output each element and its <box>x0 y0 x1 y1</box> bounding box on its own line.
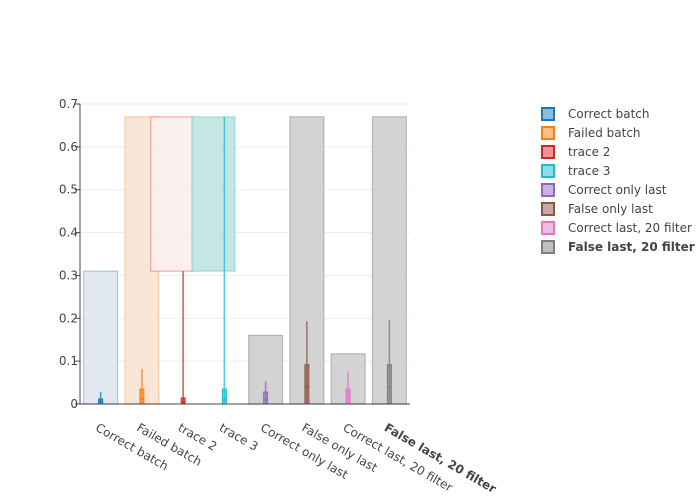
box-7[interactable] <box>386 364 392 405</box>
legend-item[interactable]: trace 2 <box>541 145 610 159</box>
legend-swatch <box>541 164 555 178</box>
bar-0[interactable] <box>83 270 119 405</box>
axes <box>79 104 410 405</box>
legend-item[interactable]: Correct batch <box>541 107 650 121</box>
y-tick-label: 0.2 <box>59 311 78 325</box>
legend-item[interactable]: trace 3 <box>541 164 610 178</box>
legend-label: Correct batch <box>568 107 650 121</box>
y-tick-label: 0.3 <box>59 268 78 282</box>
bar-3[interactable] <box>191 116 236 272</box>
bar-2[interactable] <box>150 116 195 272</box>
legend-swatch <box>541 145 555 159</box>
legend-item[interactable]: Correct last, 20 filter <box>541 221 692 235</box>
box-2[interactable] <box>180 397 186 405</box>
box-layer <box>98 116 392 405</box>
legend[interactable]: Correct batch Failed batch trace 2 trace 3 C… <box>541 107 695 254</box>
box-6[interactable] <box>345 388 351 405</box>
legend-swatch <box>541 183 555 197</box>
box-3[interactable] <box>221 388 227 405</box>
legend-item[interactable]: Correct only last <box>541 183 667 197</box>
y-tick-label: 0 <box>70 397 78 411</box>
legend-swatch <box>541 221 555 235</box>
legend-item[interactable]: False only last <box>541 202 653 216</box>
legend-label: False only last <box>568 202 653 216</box>
legend-swatch <box>541 202 555 216</box>
y-tick-label: 0.1 <box>59 354 78 368</box>
y-tick-label: 0.7 <box>59 97 78 111</box>
legend-item[interactable]: Failed batch <box>541 126 641 140</box>
legend-label: Failed batch <box>568 126 641 140</box>
legend-swatch <box>541 107 555 121</box>
y-tick-label: 0.4 <box>59 226 78 240</box>
legend-swatch <box>541 126 555 140</box>
y-tick-label: 0.5 <box>59 183 78 197</box>
legend-item[interactable]: False last, 20 filter <box>541 240 695 254</box>
y-axis-ticks: 0 0.1 0.2 0.3 0.4 0.5 0.6 0.7 <box>59 97 80 411</box>
x-tick-label: trace 3 <box>217 420 261 453</box>
x-tick-label: Correct batch <box>93 420 171 473</box>
box-4[interactable] <box>263 391 269 405</box>
legend-label: trace 2 <box>568 145 610 159</box>
box-1[interactable] <box>139 388 145 405</box>
y-tick-label: 0.6 <box>59 140 78 154</box>
legend-label: trace 3 <box>568 164 610 178</box>
legend-label: False last, 20 filter <box>568 240 695 254</box>
legend-swatch <box>541 240 555 254</box>
legend-label: Correct last, 20 filter <box>568 221 692 235</box>
box-5[interactable] <box>304 364 310 405</box>
legend-label: Correct only last <box>568 183 667 197</box>
